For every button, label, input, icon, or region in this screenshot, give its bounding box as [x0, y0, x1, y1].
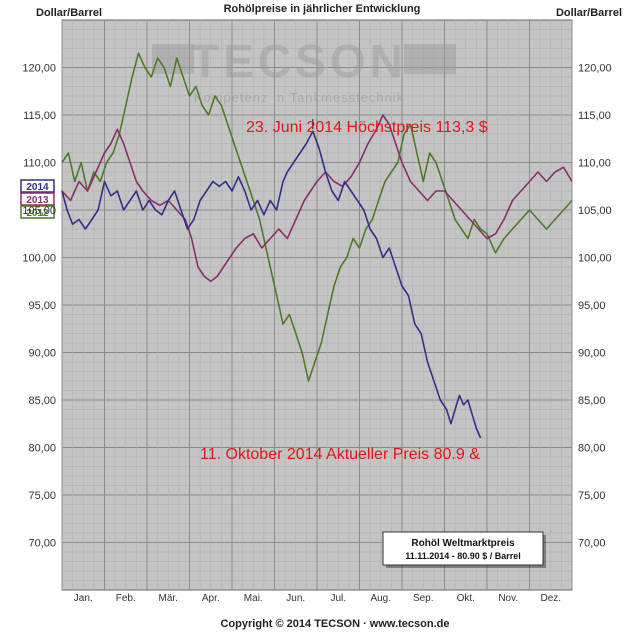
- month-label: Okt.: [457, 593, 475, 604]
- y-tick-label-right: 80,00: [578, 443, 606, 455]
- grid: [61, 20, 573, 590]
- legend-label-2013: 2013: [26, 195, 49, 206]
- legend-box-2014: [20, 179, 55, 193]
- y-tick-label-right: 110,00: [578, 158, 611, 170]
- month-label: Feb.: [116, 593, 136, 604]
- month-label: Apr.: [202, 593, 220, 604]
- y-tick-label-right: 75,00: [578, 490, 606, 502]
- series-line-2014: [61, 130, 482, 439]
- y-tick-label-left: 115,00: [23, 110, 56, 122]
- series-line-2012: [61, 52, 573, 382]
- y-tick-label-right: 105,00: [578, 205, 612, 217]
- legend-box-2013: [20, 192, 55, 206]
- watermark: TECSON Kompetenz in Tankmesstechnik: [152, 35, 456, 105]
- y-axis-label-left: Dollar/Barrel: [36, 7, 102, 19]
- y-tick-label-right: 115,00: [578, 110, 611, 122]
- month-label: Mai.: [244, 593, 263, 604]
- watermark-bar-right: [404, 44, 456, 74]
- y-tick-label-right: 120,00: [578, 63, 612, 75]
- copyright: Copyright © 2014 TECSON · www.tecson.de: [221, 618, 450, 630]
- watermark-tagline: Kompetenz in Tankmesstechnik: [194, 90, 405, 105]
- legend-label-2014: 2014: [26, 182, 49, 193]
- y-tick-label-left: 100,00: [22, 253, 56, 265]
- annotation-current: 11. Oktober 2014 Aktueller Preis 80.9 &: [200, 446, 480, 463]
- legend-box-2012: [20, 205, 55, 219]
- y-tick-label-left: 90,00: [28, 348, 56, 360]
- y-tick-label-right: 100,00: [578, 253, 612, 265]
- y-tick-label-left: 110,00: [23, 158, 56, 170]
- info-box: Rohöl Weltmarktpreis 11.11.2014 - 80.90 …: [382, 531, 546, 568]
- info-box-title: Rohöl Weltmarktpreis: [411, 538, 515, 549]
- month-label: Sep.: [413, 593, 434, 604]
- y-tick-label-left: 70,00: [28, 538, 56, 550]
- y-tick-label-right: 70,00: [578, 538, 606, 550]
- legend: 2014 2013 2012: [20, 179, 55, 219]
- y-tick-label-right: 90,00: [578, 348, 606, 360]
- chart-title: Rohölpreise in jährlicher Entwicklung: [224, 3, 421, 15]
- y-tick-label-left: 120,00: [22, 63, 56, 75]
- annotation-peak: 23. Juni 2014 Höchstpreis 113,3 $: [246, 119, 488, 136]
- series-layer: [61, 52, 573, 439]
- y-tick-label-right: 85,00: [578, 395, 606, 407]
- month-label: Dez.: [540, 593, 561, 604]
- series-line-2013: [61, 114, 573, 283]
- month-label: Mär.: [159, 593, 178, 604]
- y-tick-label-left: 105,00: [22, 205, 56, 217]
- info-box-frame: [382, 531, 544, 566]
- month-label: Jun.: [286, 593, 305, 604]
- y-tick-labels: 120,00 120,00 115,00 115,00 110,00 110,00 105,…: [22, 63, 611, 550]
- watermark-brand: TECSON: [191, 35, 407, 87]
- legend-label-2012: 2012: [26, 208, 49, 219]
- month-label: Aug.: [370, 593, 391, 604]
- y-tick-label-left: 75,00: [28, 490, 56, 502]
- month-labels: Jan. Feb. Mär. Apr. Mai. Jun. Jul. Aug. Sep. Okt.…: [74, 593, 561, 604]
- y-tick-label-left: 85,00: [28, 395, 56, 407]
- y-tick-label-right: 95,00: [578, 300, 606, 312]
- info-box-subtitle: 11.11.2014 - 80.90 $ / Barrel: [405, 551, 521, 561]
- y-tick-label-left: 80,00: [28, 443, 56, 455]
- y-tick-label-left: 95,00: [28, 300, 56, 312]
- y-axis-label-right: Dollar/Barrel: [556, 7, 622, 19]
- month-label: Jan.: [74, 593, 93, 604]
- month-label: Jul.: [330, 593, 346, 604]
- month-label: Nov.: [498, 593, 518, 604]
